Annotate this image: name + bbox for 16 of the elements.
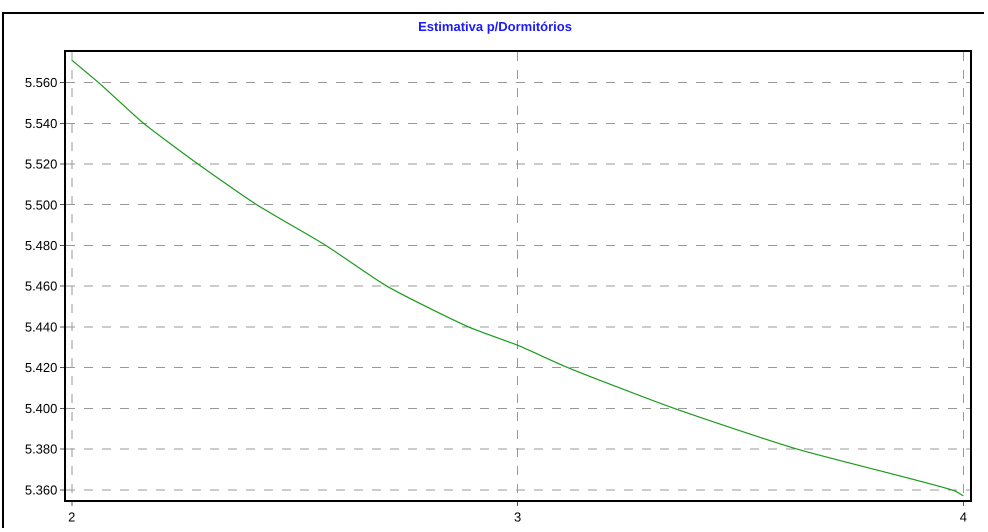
line-series [71,60,964,497]
y-tick-label: 5.400 [24,400,58,416]
y-tick-label: 5.460 [24,278,58,294]
y-tick-label: 5.420 [24,360,58,376]
y-tick-label: 5.360 [24,482,58,498]
y-tick-label: 5.380 [24,442,58,457]
x-tick-label: 4 [960,510,967,525]
y-tick-label: 5.440 [24,319,58,334]
y-tick-label: 5.520 [24,156,58,172]
chart-title: Estimativa p/Dormitórios [418,18,572,34]
y-tick-label: 5.560 [24,75,58,90]
y-tick-label: 5.480 [24,238,58,253]
x-tick-label: 2 [68,510,76,525]
y-tick-label: 5.500 [24,197,58,212]
x-tick-label: 3 [514,510,522,525]
y-tick-label: 5.540 [24,116,58,131]
